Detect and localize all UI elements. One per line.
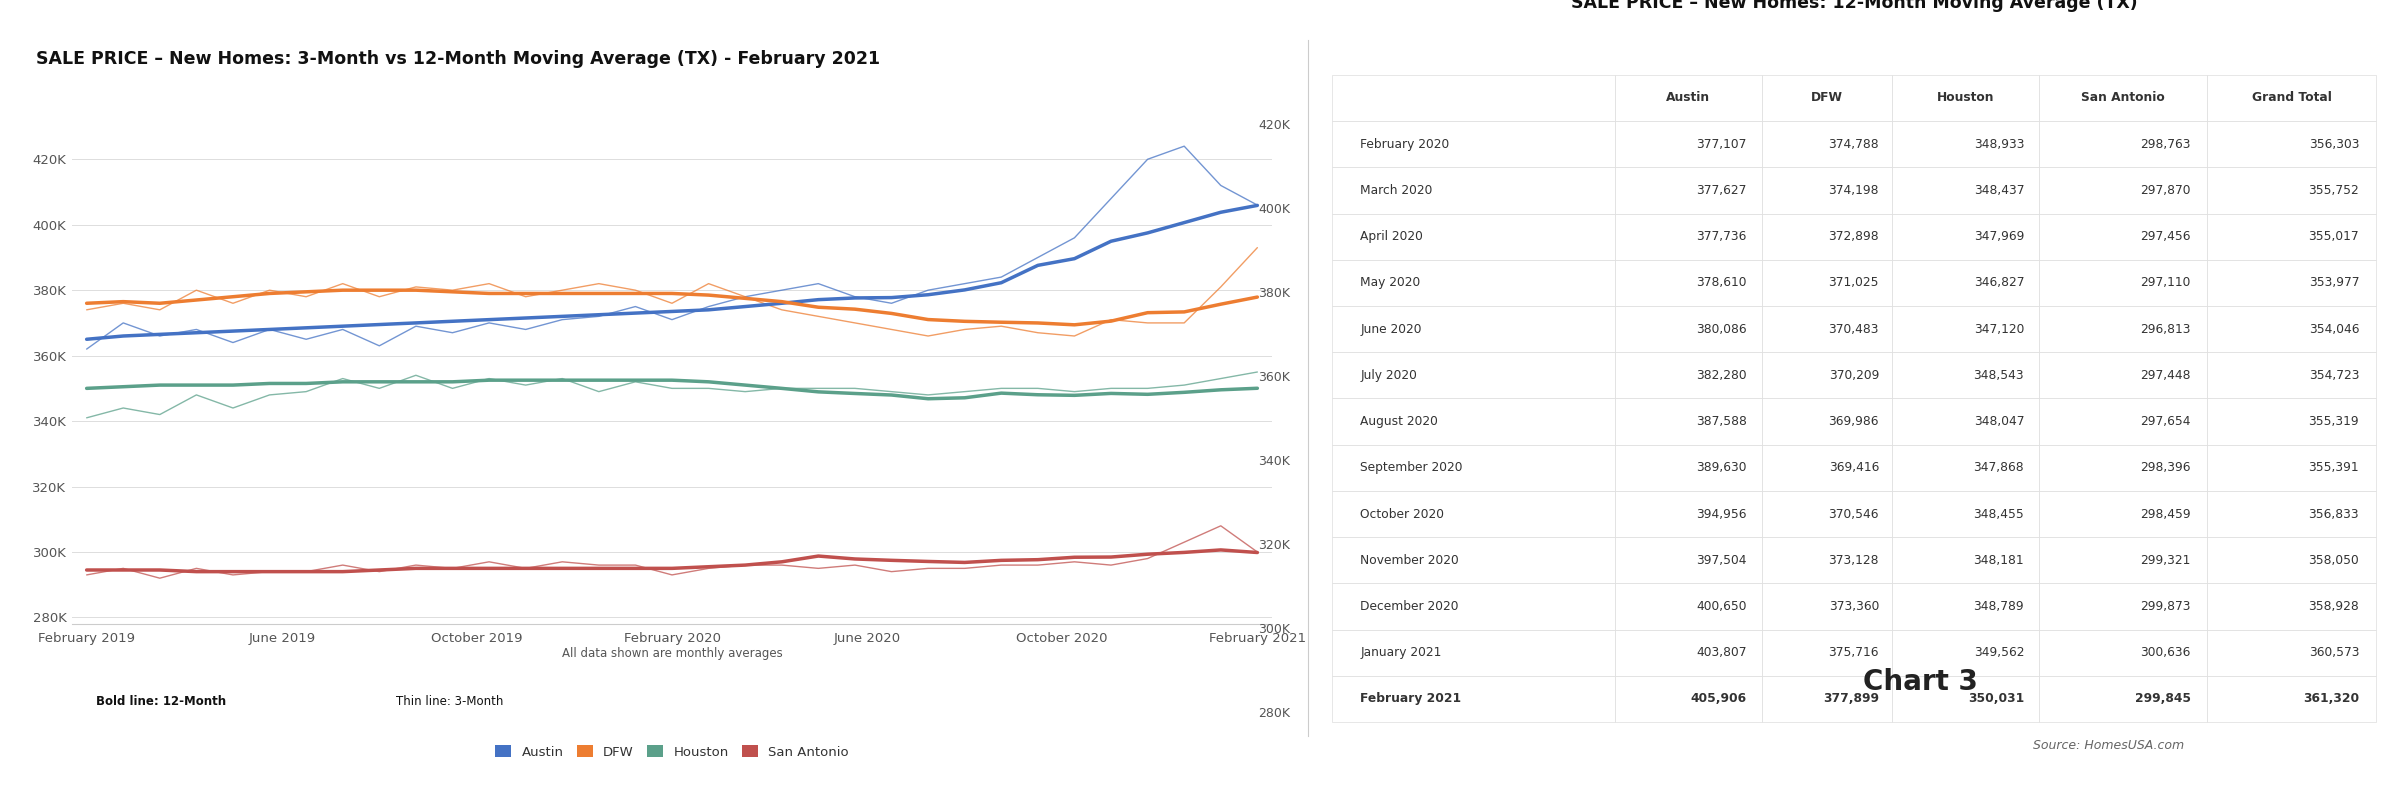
Text: Bold line: 12-Month: Bold line: 12-Month <box>96 695 226 708</box>
Text: All data shown are monthly averages: All data shown are monthly averages <box>562 647 782 660</box>
Text: SALE PRICE – New Homes: 12-Month Moving Average (TX): SALE PRICE – New Homes: 12-Month Moving … <box>1570 0 2138 12</box>
Text: 300K: 300K <box>1258 623 1291 636</box>
Legend: Austin, DFW, Houston, San Antonio: Austin, DFW, Houston, San Antonio <box>494 745 850 758</box>
Text: 320K: 320K <box>1258 539 1291 552</box>
Text: SALE PRICE – New Homes: 3-Month vs 12-Month Moving Average (TX) - February 2021: SALE PRICE – New Homes: 3-Month vs 12-Mo… <box>36 50 881 68</box>
Text: Thin line: 3-Month: Thin line: 3-Month <box>396 695 504 708</box>
Text: 360K: 360K <box>1258 371 1291 384</box>
Text: 420K: 420K <box>1258 118 1291 132</box>
Text: 400K: 400K <box>1258 202 1291 216</box>
Text: Chart 3: Chart 3 <box>1862 668 1978 696</box>
Text: 280K: 280K <box>1258 707 1291 720</box>
Text: 380K: 380K <box>1258 287 1291 300</box>
Text: Source: HomesUSA.com: Source: HomesUSA.com <box>2033 739 2184 752</box>
Text: 340K: 340K <box>1258 455 1291 468</box>
